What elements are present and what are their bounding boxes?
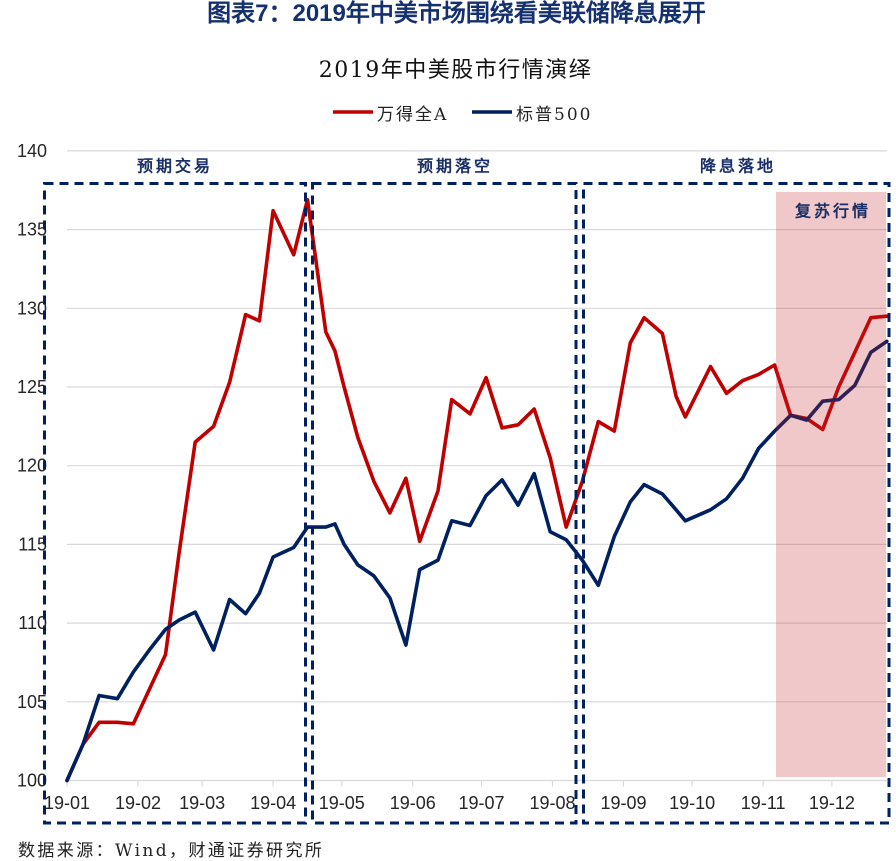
phase-label-expectation-miss: 预期落空 — [417, 157, 493, 176]
chart-legend: 万得全A 标普500 — [0, 100, 896, 125]
y-tick-label: 110 — [18, 613, 47, 633]
gridlines — [67, 150, 887, 782]
x-tick-label: 19-02 — [115, 793, 161, 813]
y-tick-label: 130 — [17, 298, 47, 318]
x-tick-label: 19-05 — [319, 793, 365, 813]
x-tick-label: 19-11 — [741, 793, 786, 813]
phase-label-expectation-trade: 预期交易 — [137, 157, 213, 176]
legend-item-wind-all-a: 万得全A — [333, 100, 449, 125]
recovery-highlight-region — [776, 192, 886, 777]
phase-box-expectation-miss — [311, 182, 578, 825]
y-tick-label: 115 — [18, 534, 47, 554]
series-line-sp500 — [65, 339, 889, 783]
x-tick-label: 19-07 — [458, 793, 504, 813]
x-axis: 19-01 19-02 19-03 19-04 19-05 19-06 19-07 19-08… — [44, 780, 855, 813]
y-tick-label: 100 — [17, 771, 47, 791]
legend-swatch-navy-line-icon — [472, 110, 512, 114]
phase-box-rate-cut — [582, 182, 891, 825]
series-lines — [65, 197, 889, 783]
figure-title: 图表7：2019年中美市场围绕看美联储降息展开 — [207, 0, 706, 27]
series-line-wind-all-a — [65, 197, 889, 783]
x-tick-label: 19-12 — [809, 793, 855, 813]
highlight-label-recovery: 复苏行情 — [794, 202, 871, 221]
y-tick-label: 125 — [17, 377, 47, 397]
legend-label: 万得全A — [377, 104, 449, 125]
x-tick-label: 19-10 — [669, 793, 715, 813]
y-tick-label: 135 — [17, 220, 47, 240]
y-axis: 100 105 110 115 120 125 130 135 140 — [17, 141, 47, 791]
chart-title: 2019年中美股市行情演绎 — [318, 58, 593, 83]
legend-label: 标普500 — [516, 104, 593, 125]
x-tick-label: 19-04 — [250, 793, 296, 813]
x-tick-label: 19-06 — [390, 793, 436, 813]
x-tick-label: 19-01 — [44, 793, 90, 813]
x-tick-label: 19-03 — [179, 793, 225, 813]
y-tick-label: 120 — [17, 456, 47, 476]
x-tick-label: 19-09 — [600, 793, 646, 813]
y-tick-label: 105 — [17, 692, 47, 712]
legend-item-sp500: 标普500 — [472, 100, 593, 125]
x-tick-label: 19-08 — [529, 793, 575, 813]
y-tick-label: 140 — [17, 141, 47, 161]
phase-boxes — [43, 182, 891, 825]
phase-label-rate-cut: 降息落地 — [700, 157, 776, 176]
legend-swatch-red-line-icon — [333, 110, 373, 114]
source-note: 数据来源：Wind，财通证券研究所 — [18, 841, 325, 861]
